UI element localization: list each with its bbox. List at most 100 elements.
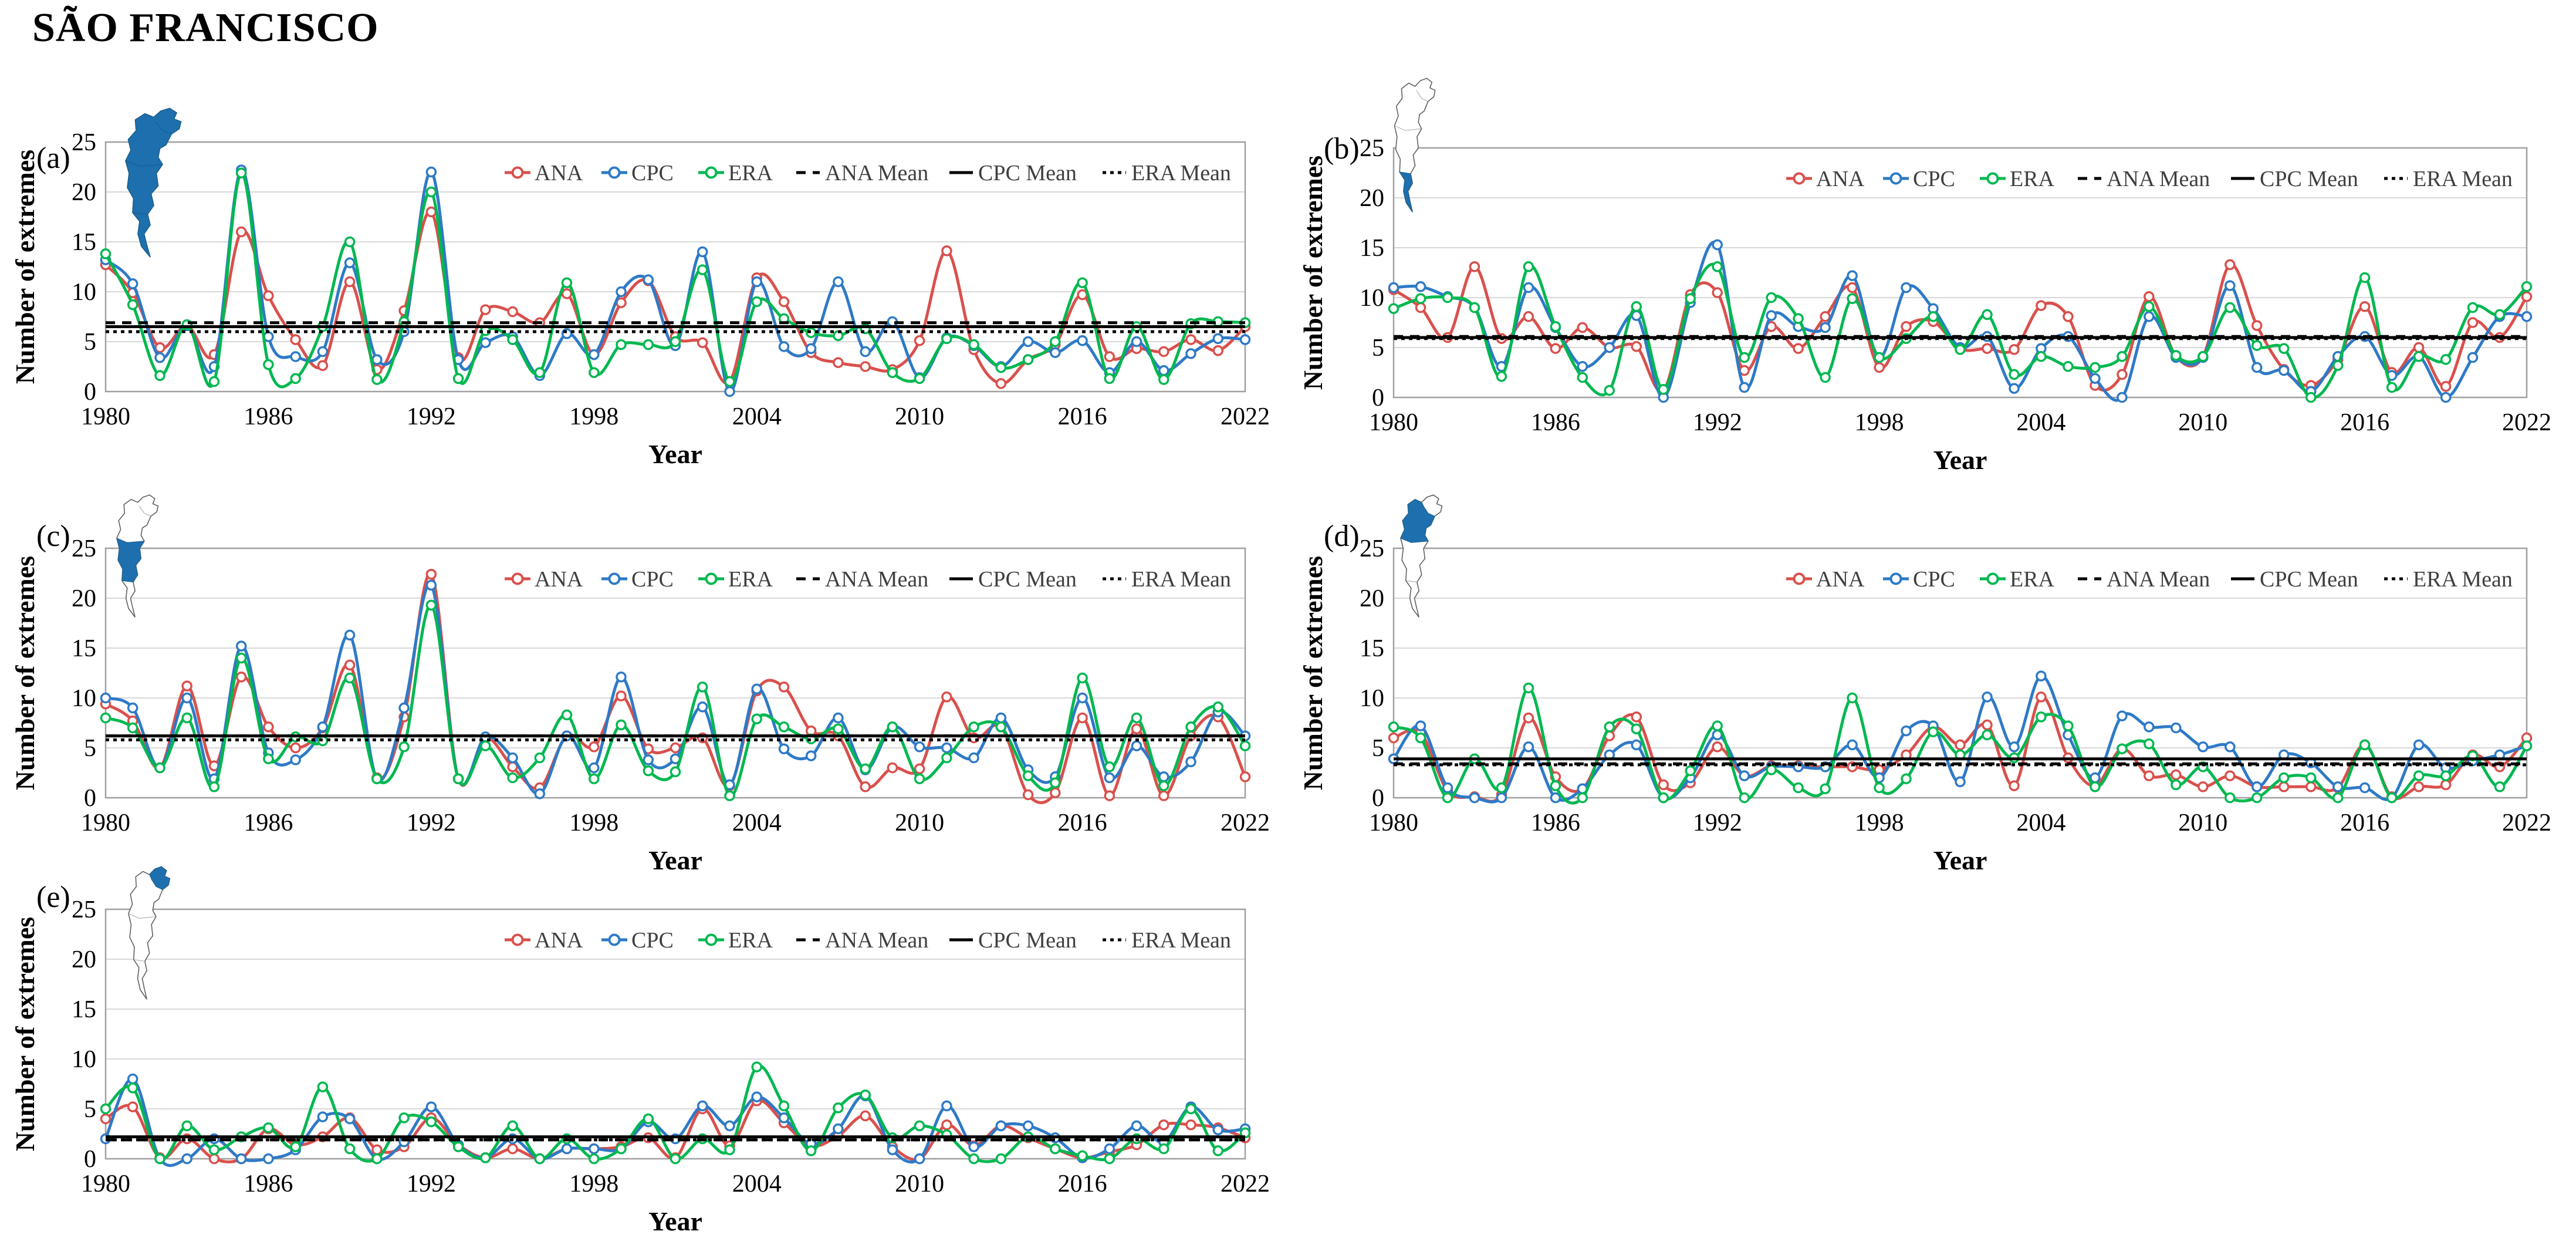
series-marker-era-2010 <box>914 373 925 384</box>
series-marker-era-2013 <box>995 721 1007 733</box>
series-marker-cpc-1998 <box>589 1143 600 1155</box>
series-marker-era-2002 <box>1982 729 1993 741</box>
series-marker-era-2007 <box>2117 351 2128 362</box>
y-tick-20: 20 <box>72 585 96 612</box>
series-marker-era-1982 <box>154 370 165 382</box>
legend-marker-cpc <box>1889 172 1902 185</box>
x-axis-title: Year <box>648 1206 702 1236</box>
y-axis-title: Number of extremes <box>1298 156 1328 390</box>
y-tick-20: 20 <box>72 179 96 206</box>
series-marker-cpc-2003 <box>724 386 735 397</box>
series-marker-cpc-2022 <box>1239 334 1251 345</box>
series-marker-era-2014 <box>1022 354 1034 365</box>
x-tick-2004: 2004 <box>732 1171 782 1198</box>
series-marker-cpc-1988 <box>317 346 329 357</box>
y-axis-title: Number of extremes <box>10 150 40 384</box>
series-marker-cpc-1987 <box>290 351 301 362</box>
series-marker-ana-2004 <box>2036 300 2047 311</box>
series-marker-ana-2016 <box>1077 712 1088 724</box>
series-marker-ana-2008 <box>860 781 871 792</box>
series-marker-cpc-1996 <box>534 788 546 800</box>
series-marker-ana-2005 <box>778 296 790 308</box>
series-line-cpc <box>104 168 1247 393</box>
series-marker-ana-1996 <box>1820 311 1831 322</box>
series-marker-cpc-2013 <box>2278 365 2290 376</box>
map-inset-basin-e <box>128 866 171 1000</box>
series-marker-ana-1998 <box>1874 362 1885 373</box>
x-tick-1998: 1998 <box>569 1171 618 1198</box>
legend-label-era: ERA <box>728 567 773 592</box>
series-marker-era-2008 <box>860 1089 871 1101</box>
series-marker-ana-2019 <box>1158 790 1169 801</box>
y-tick-5: 5 <box>84 329 96 356</box>
panel-letter: (c) <box>36 520 70 553</box>
series-marker-cpc-2000 <box>643 274 654 285</box>
series-marker-ana-2008 <box>860 361 871 372</box>
legend-marker-ana <box>511 166 524 179</box>
y-tick-25: 25 <box>1360 535 1384 562</box>
series-marker-era-1992 <box>425 599 437 611</box>
series-marker-cpc-1997 <box>1847 270 1858 281</box>
series-marker-cpc-2020 <box>1185 756 1196 768</box>
series-marker-ana-1989 <box>1631 711 1642 723</box>
series-marker-era-1998 <box>589 1153 600 1165</box>
series-marker-era-2009 <box>2171 779 2182 791</box>
series-marker-era-2013 <box>2278 343 2290 354</box>
series-marker-cpc-1988 <box>1604 342 1615 353</box>
series-marker-ana-2011 <box>2225 259 2236 271</box>
series-marker-cpc-2012 <box>968 752 979 764</box>
series-marker-ana-2008 <box>2144 291 2155 302</box>
series-marker-ana-2020 <box>1185 334 1196 345</box>
series-marker-era-1981 <box>127 722 138 734</box>
x-tick-1980: 1980 <box>1369 409 1418 436</box>
series-marker-era-2015 <box>2332 792 2344 804</box>
x-tick-1986: 1986 <box>1531 409 1580 436</box>
series-marker-era-1989 <box>1631 723 1642 734</box>
x-tick-2022: 2022 <box>1221 1171 1270 1198</box>
series-marker-era-2022 <box>2521 740 2533 751</box>
legend: ANA CPC ERA ANA Mean CPC Mean ERA Mean <box>505 161 1231 185</box>
series-marker-cpc-2013 <box>995 1120 1007 1132</box>
series-marker-cpc-2008 <box>860 346 871 357</box>
series-marker-cpc-2006 <box>2090 772 2101 784</box>
series-marker-ana-1995 <box>507 1143 518 1155</box>
series-marker-era-2018 <box>1131 712 1142 724</box>
series-marker-cpc-2018 <box>2413 739 2425 751</box>
series-marker-cpc-1992 <box>425 166 437 178</box>
series-marker-ana-1980 <box>1388 732 1399 744</box>
legend-label-cpc_mean: CPC Mean <box>2260 567 2358 592</box>
series-marker-ana-1987 <box>290 742 301 754</box>
series-marker-cpc-2017 <box>1104 1143 1115 1155</box>
series-marker-cpc-2021 <box>1212 1124 1224 1135</box>
series-marker-cpc-1988 <box>317 721 329 733</box>
series-marker-cpc-1983 <box>1469 792 1480 804</box>
series-marker-era-1989 <box>344 1143 356 1155</box>
series-marker-cpc-1990 <box>371 354 383 365</box>
series-marker-cpc-1989 <box>344 629 356 641</box>
series-marker-cpc-2020 <box>1185 348 1196 359</box>
x-tick-1992: 1992 <box>1693 409 1742 436</box>
y-tick-5: 5 <box>1372 735 1384 762</box>
series-marker-era-2006 <box>2090 781 2101 792</box>
series-marker-cpc-2004 <box>751 683 762 694</box>
series-marker-ana-2007 <box>2117 369 2128 380</box>
series-marker-cpc-2011 <box>2225 741 2236 753</box>
series-marker-era-2018 <box>2413 351 2425 362</box>
series-marker-cpc-2006 <box>805 343 817 355</box>
series-marker-cpc-1998 <box>589 349 600 360</box>
x-tick-1980: 1980 <box>81 1171 130 1198</box>
y-tick-25: 25 <box>72 896 96 923</box>
x-tick-2016: 2016 <box>1058 403 1107 430</box>
series-marker-ana-2004 <box>2036 692 2047 703</box>
series-marker-cpc-2003 <box>2009 741 2020 753</box>
x-tick-1992: 1992 <box>407 403 456 430</box>
legend-label-ana_mean: ANA Mean <box>2107 567 2210 592</box>
series-marker-era-2006 <box>805 1145 817 1156</box>
legend-label-era_mean: ERA Mean <box>2413 567 2513 592</box>
series-marker-ana-2014 <box>2305 781 2317 792</box>
x-tick-2004: 2004 <box>732 809 782 837</box>
series-marker-cpc-2000 <box>643 754 654 765</box>
series-marker-cpc-2017 <box>1104 772 1115 784</box>
series-marker-era-2022 <box>2521 281 2533 292</box>
series-marker-era-1981 <box>127 1082 138 1094</box>
